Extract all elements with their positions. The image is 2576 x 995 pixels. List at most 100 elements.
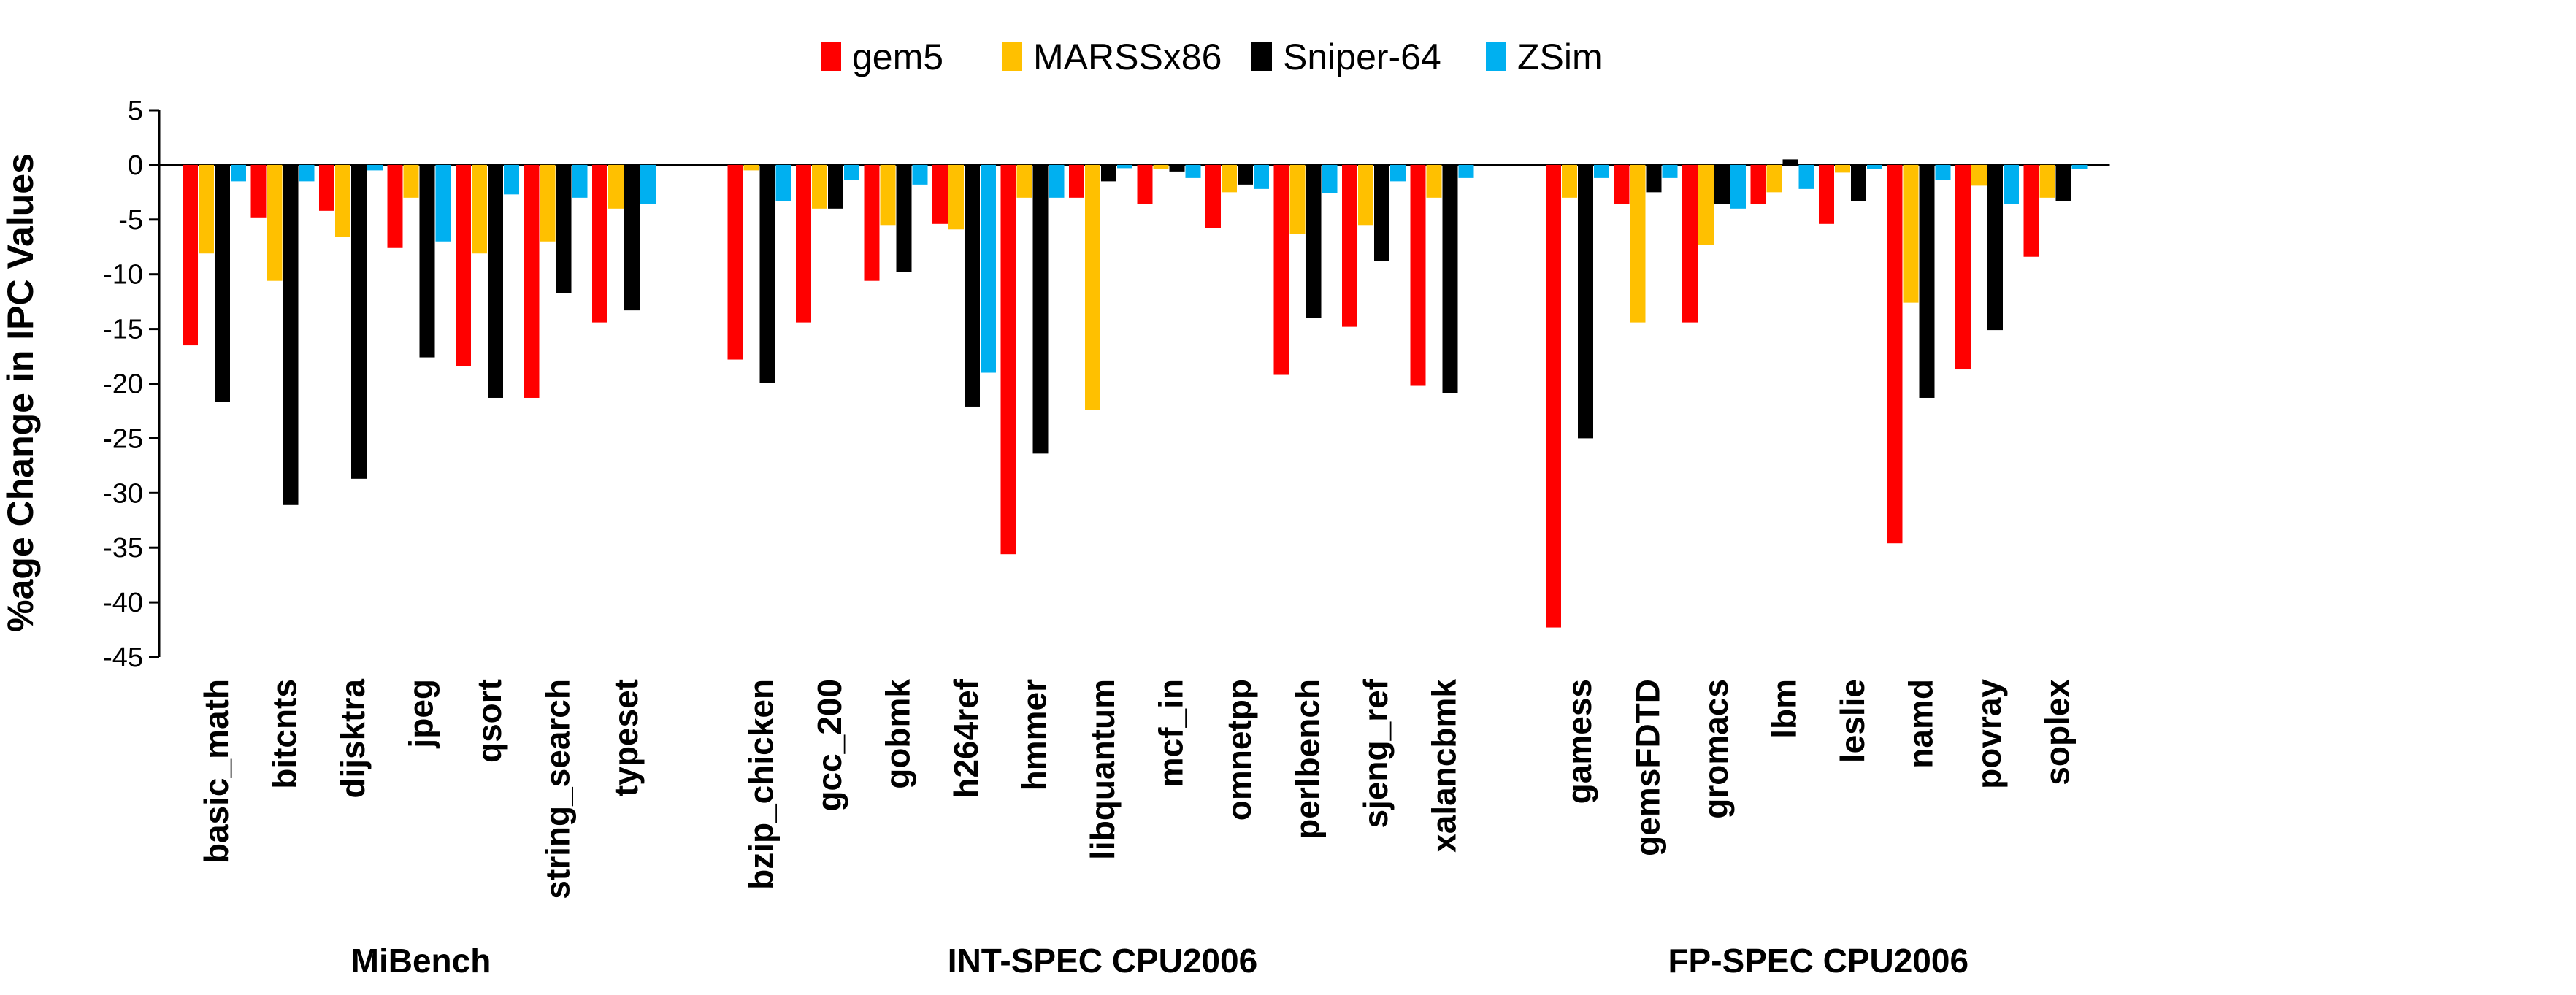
x-tick-label: namd — [1902, 679, 1940, 769]
bar-marssx86-gamess — [1562, 164, 1577, 198]
bar-marssx86-bitcnts — [267, 164, 283, 281]
bar-marssx86-libquantum — [1085, 164, 1100, 410]
bar-marssx86-gemsfdtd — [1630, 164, 1646, 323]
bar-sniper-64-mcf-in — [1169, 164, 1185, 172]
group-labels: MiBench INT-SPEC CPU2006 FP-SPEC CPU2006 — [351, 942, 1969, 980]
bar-gem5-gamess — [1546, 164, 1561, 628]
x-tick-label: hmmer — [1016, 679, 1054, 791]
bar-zsim-omnetpp — [1254, 164, 1269, 189]
legend-swatch — [1486, 42, 1506, 71]
y-tick-label: -5 — [118, 205, 143, 236]
y-tick-label: -20 — [103, 369, 143, 400]
y-tick-label: 0 — [128, 150, 143, 181]
bar-sniper-64-hmmer — [1032, 164, 1049, 454]
legend-swatch — [1251, 42, 1272, 71]
bar-sniper-64-gcc-200 — [828, 164, 843, 209]
bar-gem5-bitcnts — [250, 164, 267, 218]
x-tick-label: libquantum — [1084, 679, 1122, 860]
group-label: INT-SPEC CPU2006 — [948, 942, 1257, 980]
x-tick-label: h264ref — [947, 678, 985, 798]
bar-marssx86-gobmk — [880, 164, 896, 226]
x-tick-label: bzip_chicken — [743, 679, 781, 890]
bar-zsim-leslie — [1867, 164, 1882, 169]
x-tick-label: leslie — [1833, 679, 1871, 763]
bar-sniper-64-gemsfdtd — [1646, 164, 1662, 193]
legend-label: gem5 — [852, 37, 943, 77]
legend-label: Sniper-64 — [1283, 37, 1441, 77]
y-axis: 5 0 -5 -10 -15 -20 -25 -30 -35 -40 -45 — [103, 96, 2110, 673]
bar-gem5-leslie — [1819, 164, 1834, 224]
bar-sniper-64-leslie — [1851, 164, 1866, 201]
bar-zsim-qsort — [504, 164, 519, 195]
bar-zsim-lbm — [1798, 164, 1814, 189]
bar-zsim-namd — [1935, 164, 1951, 180]
bar-marssx86-perlbench — [1289, 164, 1306, 234]
bar-gem5-namd — [1887, 164, 1903, 544]
x-tick-label: string_search — [539, 679, 577, 899]
bar-gem5-lbm — [1750, 164, 1766, 204]
legend-label: ZSim — [1517, 37, 1603, 77]
bar-marssx86-typeset — [608, 164, 624, 209]
legend-swatch — [1002, 42, 1022, 71]
bar-sniper-64-gamess — [1578, 164, 1593, 439]
bar-zsim-typeset — [640, 164, 656, 204]
bar-marssx86-soplex — [2039, 164, 2055, 198]
y-tick-label: -45 — [103, 642, 143, 673]
x-tick-label: sjeng_ref — [1357, 678, 1395, 828]
group-label: MiBench — [351, 942, 491, 980]
x-axis-labels: basic_math bitcnts dijsktra jpeg qsort string… — [197, 678, 2077, 899]
y-tick-label: -40 — [103, 588, 143, 618]
bar-marssx86-omnetpp — [1222, 164, 1237, 193]
bar-zsim-sjeng-ref — [1390, 164, 1406, 182]
x-tick-label: soplex — [2039, 679, 2077, 785]
x-tick-label: xalancbmk — [1425, 679, 1463, 853]
bar-marssx86-qsort — [472, 164, 487, 254]
bar-zsim-bitcnts — [299, 164, 315, 182]
bar-sniper-64-lbm — [1782, 159, 1798, 165]
x-tick-label: perlbench — [1289, 679, 1327, 840]
legend: gem5 MARSSx86 Sniper-64 ZSim — [821, 37, 1603, 77]
bar-marssx86-jpeg — [403, 164, 419, 198]
bar-gem5-bzip-chicken — [727, 164, 743, 360]
bar-zsim-povray — [2004, 164, 2019, 204]
bar-sniper-64-qsort — [488, 164, 503, 398]
bar-marssx86-namd — [1903, 164, 1919, 303]
bar-sniper-64-povray — [1987, 164, 2003, 331]
bar-zsim-gromacs — [1730, 164, 1746, 209]
bar-sniper-64-soplex — [2055, 164, 2071, 201]
bar-gem5-string-search — [524, 164, 540, 398]
bar-marssx86-hmmer — [1016, 164, 1032, 198]
bars — [183, 159, 2088, 628]
bar-gem5-povray — [1955, 164, 1971, 370]
y-tick-label: -15 — [103, 315, 143, 345]
y-tick-label: -35 — [103, 533, 143, 564]
x-tick-label: typeset — [607, 679, 645, 796]
bar-gem5-perlbench — [1273, 164, 1289, 375]
x-tick-label: gcc_200 — [810, 679, 848, 812]
bar-sniper-64-dijsktra — [351, 164, 367, 479]
x-tick-label: gromacs — [1697, 679, 1735, 819]
bar-zsim-string-search — [572, 164, 588, 198]
bar-marssx86-gcc-200 — [812, 164, 827, 209]
bar-sniper-64-h264ref — [965, 164, 980, 407]
bar-zsim-perlbench — [1322, 164, 1338, 193]
bar-zsim-soplex — [2071, 164, 2088, 169]
y-axis-label: %age Change in IPC Values — [0, 153, 41, 632]
bar-zsim-mcf-in — [1185, 164, 1201, 178]
x-tick-label: qsort — [470, 679, 508, 763]
bar-zsim-gemsfdtd — [1662, 164, 1678, 178]
legend-swatch — [821, 42, 841, 71]
y-tick-label: -25 — [103, 423, 143, 454]
bar-sniper-64-typeset — [624, 164, 640, 311]
bar-marssx86-basic-math — [199, 164, 214, 254]
bar-gem5-basic-math — [183, 164, 198, 346]
bar-marssx86-bzip-chicken — [743, 164, 759, 171]
x-tick-label: dijsktra — [334, 679, 372, 799]
bar-gem5-qsort — [456, 164, 471, 366]
bar-zsim-basic-math — [231, 164, 246, 182]
bar-gem5-gemsfdtd — [1614, 164, 1630, 204]
bar-gem5-xalancbmk — [1410, 164, 1426, 386]
bar-zsim-gcc-200 — [844, 164, 859, 180]
bar-marssx86-string-search — [540, 164, 556, 242]
bar-marssx86-h264ref — [948, 164, 964, 230]
